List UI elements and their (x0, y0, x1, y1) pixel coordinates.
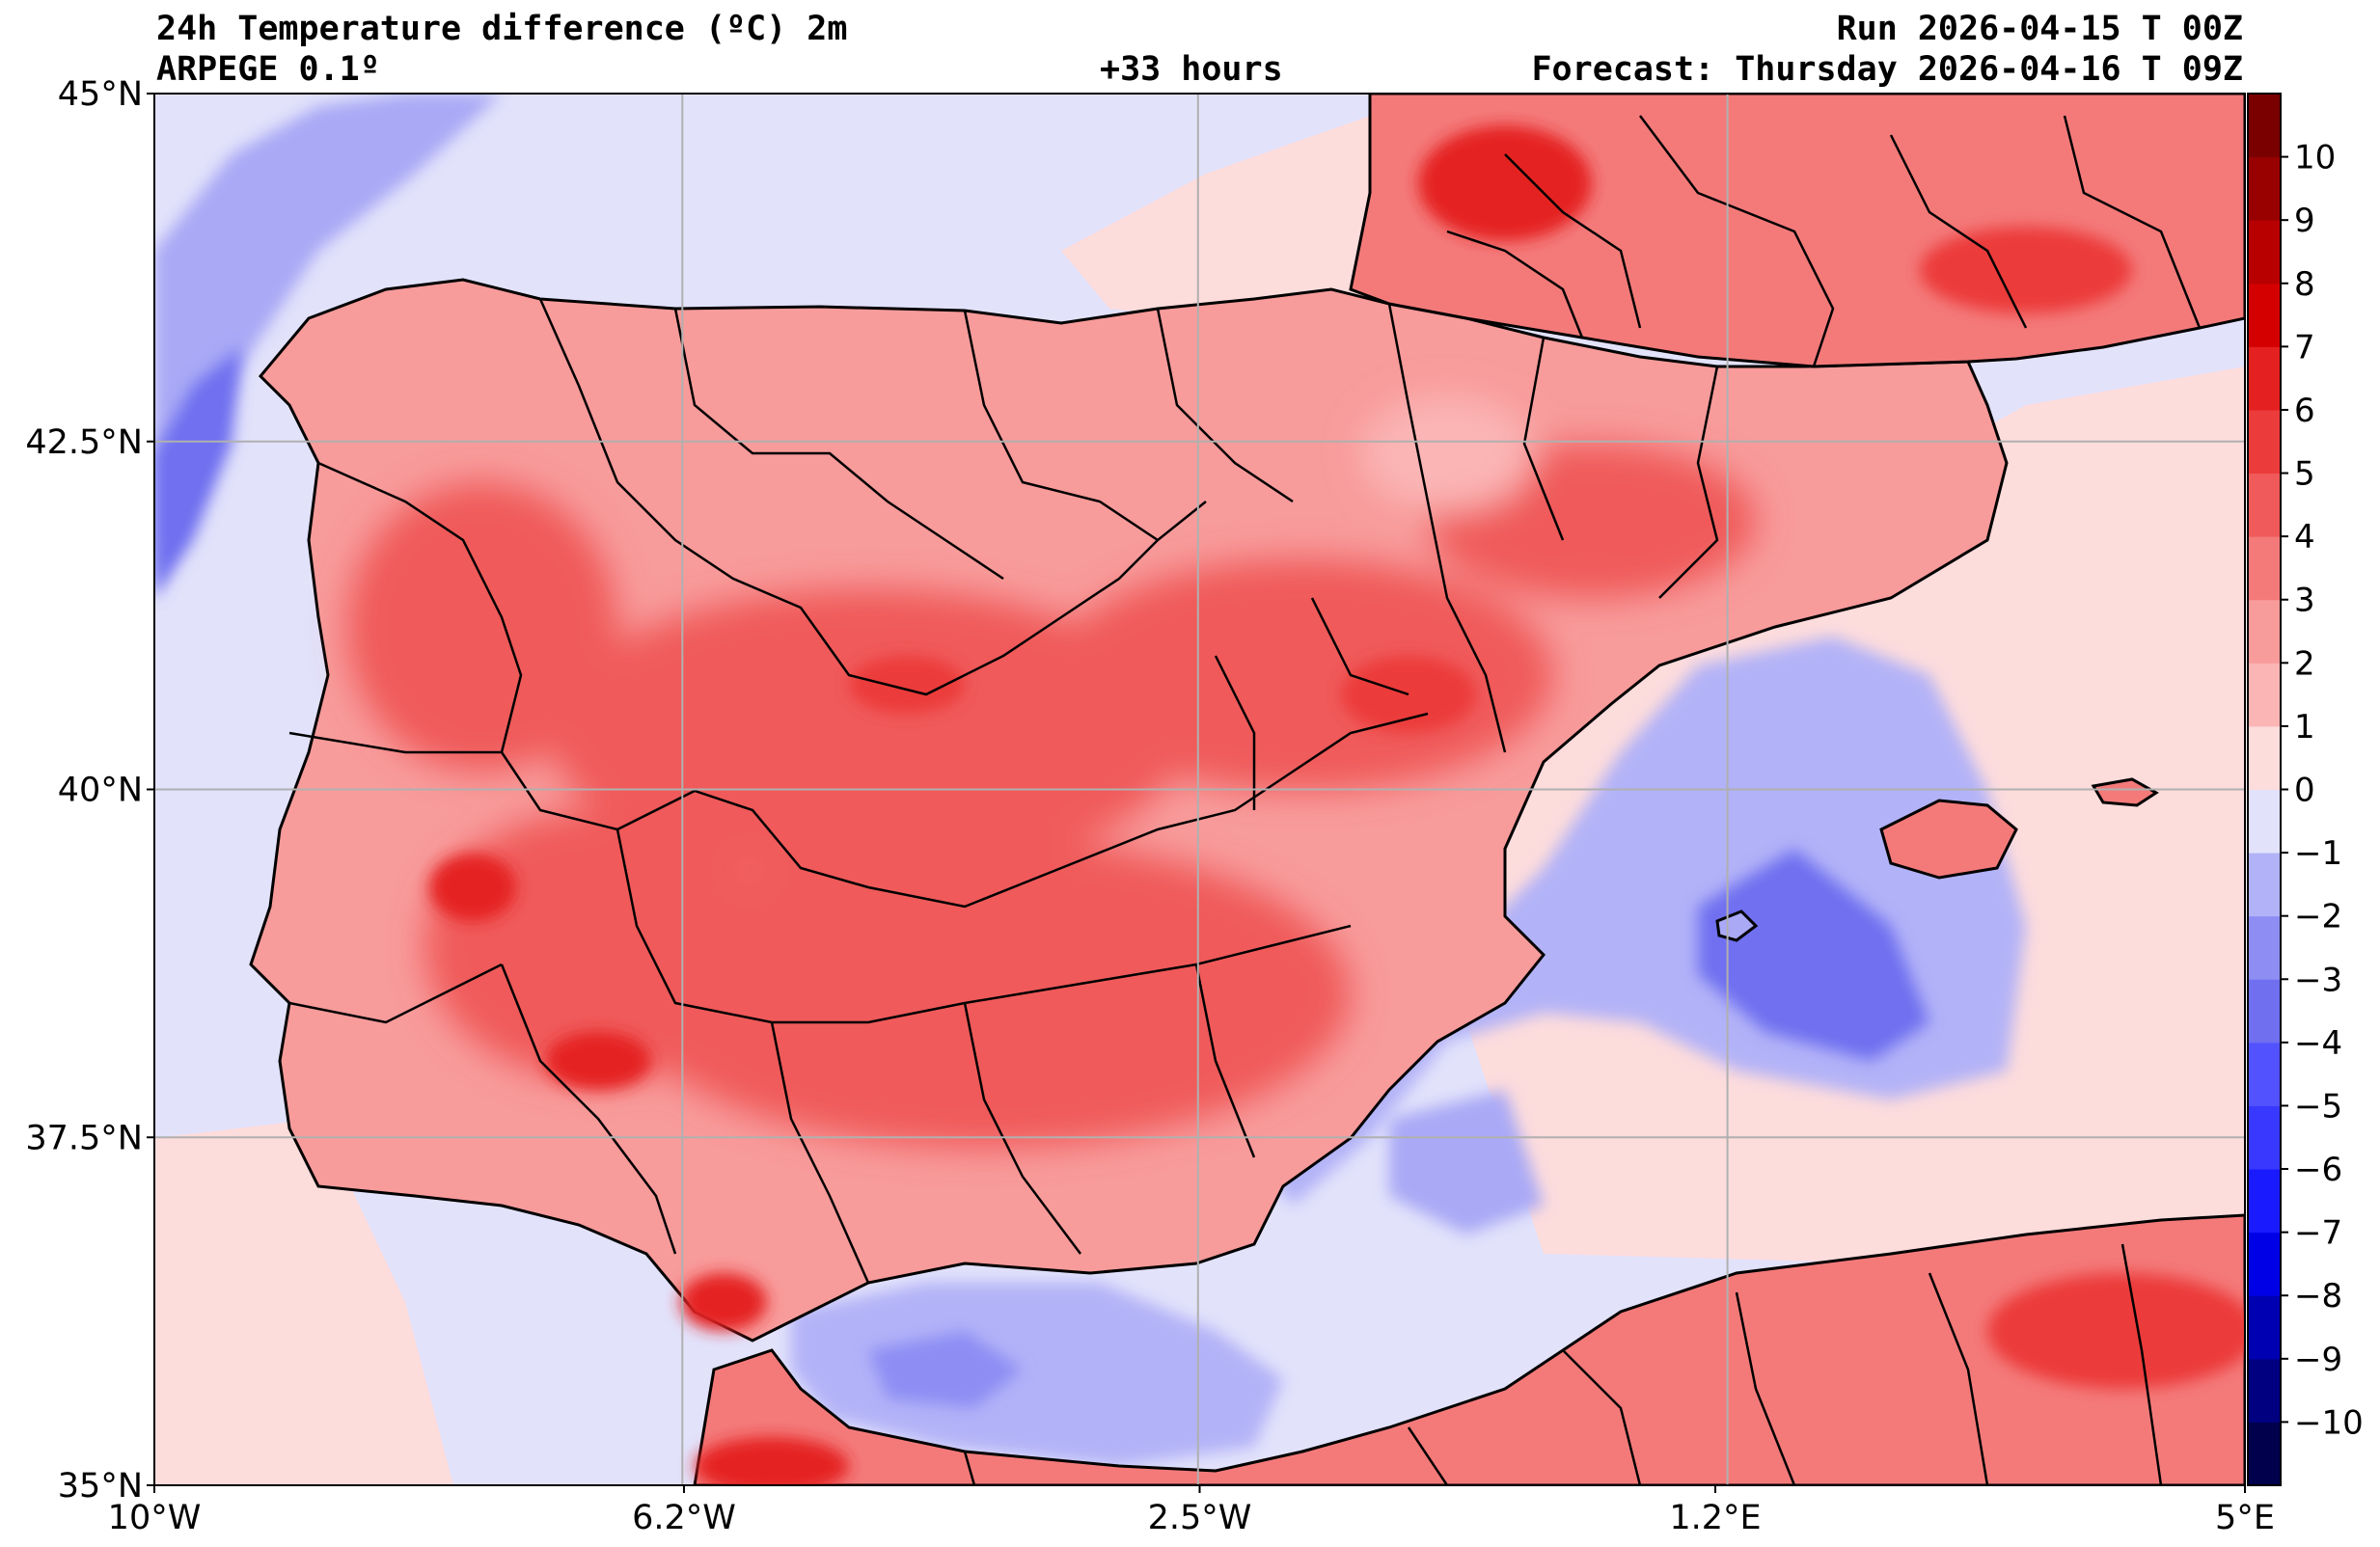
lon-tick-label: 5°E (2215, 1499, 2275, 1537)
colorbar-segment (2248, 473, 2281, 537)
colorbar-segment (2248, 409, 2281, 475)
colorbar-segment (2248, 663, 2281, 727)
colorbar-tick-label: −4 (2294, 1024, 2342, 1063)
colorbar-tick-label: 6 (2294, 392, 2315, 430)
colorbar-tick-label: −7 (2294, 1214, 2342, 1253)
atlantic-cold-band (154, 94, 502, 598)
lat-axis: 45°N 42.5°N 40°N 37.5°N 35°N (25, 75, 154, 1506)
lat-tick-label: 35°N (58, 1467, 143, 1506)
med-cold-south (1389, 1090, 1544, 1235)
colorbar-tick-label: −1 (2294, 834, 2342, 873)
lon-axis: 10°W 6.2°W 2.5°W 1.2°E 5°E (108, 1485, 2275, 1537)
warm-blotch (1052, 559, 1553, 791)
colorbar-tick-label: −3 (2294, 961, 2342, 999)
warm-sea-west (154, 1119, 453, 1485)
colorbar-segment (2248, 94, 2281, 158)
colorbar-tick-label: 1 (2294, 708, 2315, 746)
colorbar-segment (2248, 979, 2281, 1044)
colorbar-segment (2248, 1358, 2281, 1423)
warm-interior (347, 395, 1756, 1148)
north-africa-land (693, 1213, 2245, 1485)
lon-tick-label: 10°W (108, 1499, 202, 1537)
warm-peak (545, 1032, 651, 1090)
colorbar-tick-label: −9 (2294, 1341, 2342, 1379)
warm-blotch (1360, 395, 1534, 511)
colorbar-segment (2248, 915, 2281, 980)
mallorca-island (1879, 799, 2018, 880)
map-area (154, 94, 2245, 1485)
lead-time: +33 hours (1100, 50, 1283, 89)
colorbar-segment (2248, 1105, 2281, 1170)
warm-peak (1418, 125, 1592, 241)
lat-tick-label: 37.5°N (25, 1119, 143, 1157)
colorbar-segment (2248, 789, 2281, 854)
colorbar-tick-label: −6 (2294, 1151, 2342, 1189)
warm-blotch (347, 482, 617, 772)
warm-peak (695, 1437, 849, 1485)
colorbar-segment (2248, 1295, 2281, 1360)
model-name: ARPEGE 0.1º (156, 50, 380, 89)
warm-peak (849, 656, 965, 714)
colorbar-segment (2248, 853, 2281, 917)
colorbar-segment (2248, 283, 2281, 347)
warm-peak (429, 854, 516, 921)
colorbar-tick-label: 7 (2294, 328, 2315, 366)
colorbar-tick-label: 8 (2294, 265, 2315, 304)
lon-tick-label: 2.5°W (1148, 1499, 1252, 1537)
lat-tick-label: 42.5°N (25, 423, 143, 462)
warm-peaks (429, 656, 1476, 1331)
colorbar-segment (2248, 1232, 2281, 1296)
colorbar-tick-label: 3 (2294, 582, 2315, 620)
colorbar-segment (2248, 725, 2281, 790)
colorbar-tick-label: −2 (2294, 898, 2342, 936)
colorbar-tick-label: −8 (2294, 1277, 2342, 1316)
colorbar-tick-label: 9 (2294, 202, 2315, 240)
colorbar-tick-label: 0 (2294, 772, 2315, 810)
colorbar-segment (2248, 599, 2281, 664)
atlantic-cold-core (154, 347, 241, 598)
warm-peak (680, 1273, 767, 1331)
lon-tick-label: 1.2°E (1669, 1499, 1761, 1537)
colorbar-segment (2248, 1042, 2281, 1106)
region-borders (288, 115, 2202, 1485)
colorbar-tick-label: 5 (2294, 455, 2315, 494)
lat-tick-label: 40°N (58, 772, 143, 810)
warm-blotch (550, 588, 1187, 878)
forecast-time: Forecast: Thursday 2026-04-16 T 09Z (1531, 50, 2243, 89)
map-title: 24h Temperature difference (ºC) 2m (156, 10, 848, 48)
med-cold-area (1254, 637, 2026, 1206)
warm-peak (1987, 1273, 2245, 1389)
warm-peak (1920, 227, 2132, 313)
map-gridlines (154, 94, 2245, 1485)
alboran-cold-area (791, 1283, 1283, 1466)
colorbar-segment (2248, 536, 2281, 601)
run-time: Run 2026-04-15 T 00Z (1836, 10, 2243, 48)
med-cold-core (1698, 849, 1929, 1061)
colorbar-segment (2248, 220, 2281, 285)
colorbar-tick-label: 10 (2294, 139, 2336, 177)
colorbar-tick-label: −5 (2294, 1087, 2342, 1126)
colorbar-segment (2248, 1422, 2281, 1486)
lon-tick-label: 6.2°W (632, 1499, 736, 1537)
colorbar-segment (2248, 156, 2281, 221)
alboran-cold-core (868, 1331, 1023, 1408)
colorbar-segment (2248, 346, 2281, 411)
colorbar-tick-label: 2 (2294, 644, 2315, 683)
colorbar-segment (2248, 1169, 2281, 1234)
warm-blotch (617, 839, 1351, 1148)
colorbar-tick-label: 4 (2294, 518, 2315, 556)
menorca-island (2091, 777, 2159, 807)
lat-tick-label: 45°N (58, 75, 143, 114)
colorbar-tick-label: −10 (2294, 1403, 2364, 1442)
